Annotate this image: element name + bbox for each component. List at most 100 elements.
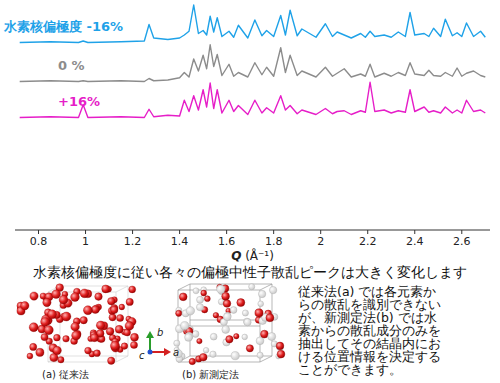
atom [185, 334, 193, 342]
atom [36, 348, 44, 356]
x-axis-label-unit: (Å⁻¹) [241, 248, 274, 263]
atom [223, 313, 231, 321]
atom [197, 296, 204, 303]
atom [210, 351, 216, 357]
atom [268, 333, 276, 341]
atom [91, 306, 99, 314]
axis-triad-label: a [173, 347, 179, 358]
atom [71, 323, 80, 332]
atom [48, 310, 57, 319]
atom [71, 293, 80, 302]
x-tick [85, 230, 86, 234]
atom [181, 322, 189, 330]
unit-cell [48, 286, 128, 362]
atom [256, 337, 264, 345]
atom [83, 306, 92, 315]
caption: 水素核偏極度に従い各々の偏極中性子散乱ピークは大きく変化します [33, 264, 467, 280]
x-tick [38, 230, 39, 234]
atom [43, 298, 51, 306]
atom [94, 350, 101, 357]
atom [276, 342, 284, 350]
atom [174, 340, 180, 346]
series-label: 0 % [58, 58, 85, 73]
atom [234, 334, 239, 339]
atom [244, 319, 251, 326]
atom [27, 353, 33, 359]
series-label: 水素核偏極度 -16% [3, 19, 123, 34]
atom [129, 286, 136, 293]
x-tick-label: 1.6 [218, 235, 236, 248]
atom [231, 352, 239, 360]
atom [110, 341, 119, 350]
structure-b [174, 284, 285, 365]
trace [20, 45, 486, 82]
atom [244, 318, 251, 325]
atom [58, 357, 64, 363]
description-line: ことができます。 [298, 362, 402, 377]
axis-triad-label: c [139, 350, 145, 361]
atom [255, 309, 263, 317]
x-tick [367, 230, 368, 234]
atom [95, 293, 103, 301]
atom [108, 357, 115, 364]
atom [186, 307, 194, 315]
x-tick-label: 1.8 [265, 235, 283, 248]
atom [200, 353, 208, 361]
atom [277, 350, 285, 358]
x-tick [414, 230, 415, 234]
atom [201, 290, 207, 296]
atom [226, 336, 233, 343]
atom [210, 333, 217, 340]
atom [205, 296, 211, 302]
atom [192, 331, 199, 338]
atom [108, 297, 116, 305]
atom [196, 304, 203, 311]
atom [80, 289, 89, 298]
atom [217, 285, 225, 293]
x-tick-label: 2.4 [406, 235, 424, 248]
atom [115, 325, 123, 333]
atom [121, 343, 128, 350]
atom [242, 310, 248, 316]
x-tick-label: 2 [317, 235, 324, 248]
x-tick [273, 230, 274, 234]
atom [203, 347, 209, 353]
axis-c [148, 350, 153, 355]
atom [41, 317, 50, 326]
atom [197, 338, 202, 343]
atom [54, 334, 61, 341]
atom [189, 358, 195, 364]
axis-triad: abc [139, 327, 179, 361]
atom [53, 346, 61, 354]
atom [246, 345, 253, 352]
series-label: +16% [58, 94, 100, 109]
atom [269, 286, 276, 293]
trace [20, 82, 486, 117]
atom [59, 295, 68, 304]
atom [222, 326, 230, 334]
atom [223, 300, 231, 308]
atom [131, 333, 139, 341]
atom [125, 322, 134, 331]
atom [30, 292, 38, 300]
atom [44, 326, 53, 335]
atom [222, 292, 230, 300]
x-tick [226, 230, 227, 234]
atom [72, 331, 81, 340]
x-tick-label: 2.2 [359, 235, 377, 248]
x-tick [179, 230, 180, 234]
atom [110, 306, 118, 314]
x-tick-label: 2.6 [453, 235, 471, 248]
x-tick [132, 230, 133, 234]
atom [257, 352, 263, 358]
x-tick-label: 1 [82, 235, 89, 248]
x-tick-label: 1.2 [124, 235, 142, 248]
atom [106, 327, 114, 335]
x-axis [15, 230, 490, 231]
atom [242, 334, 248, 340]
x-tick-label: 0.8 [30, 235, 48, 248]
panel-label: (b) 新測定法 [182, 369, 239, 380]
atom [258, 290, 265, 297]
atom [52, 290, 61, 299]
arrow-a [164, 348, 171, 356]
